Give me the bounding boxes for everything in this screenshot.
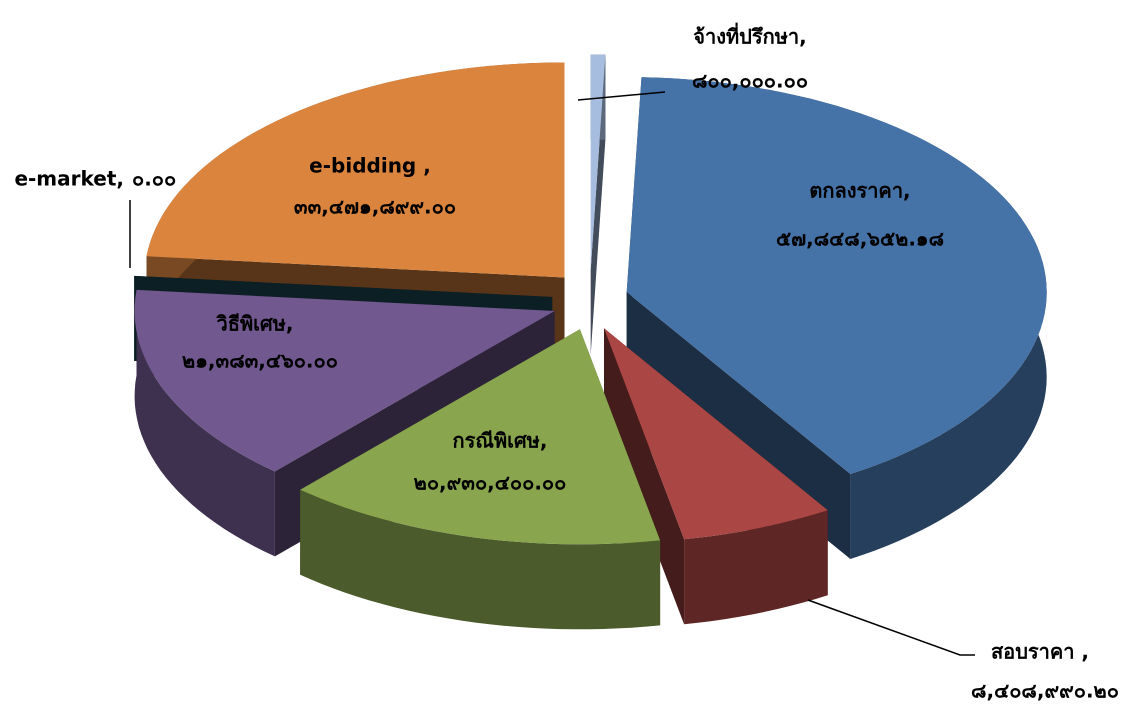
slice: [146, 62, 565, 278]
leader-line: [807, 599, 975, 656]
slice: [300, 329, 661, 545]
value-label: ๒๐,๙๓๐,๔๐๐.๐๐: [414, 471, 567, 495]
category-label: ตกลงราคา,: [809, 179, 910, 203]
slice-side: [300, 489, 661, 630]
value-label: ๓๓,๔๗๑,๘๙๙.๐๐: [294, 195, 456, 219]
slice-side: [134, 289, 275, 557]
value-label: ๐.๐๐: [132, 167, 176, 191]
category-label: สอบราคา ,: [991, 640, 1089, 664]
value-label: ๒๑,๓๘๓,๔๖๐.๐๐: [182, 349, 338, 373]
slice: [604, 328, 828, 540]
slice: [134, 289, 555, 472]
category-label: กรณีพิเศษ,: [453, 429, 548, 453]
leader-line: [577, 91, 666, 101]
value-label: ๕๗,๘๔๘,๖๕๒.๑๘: [776, 227, 944, 251]
slice-side: [684, 510, 828, 625]
slice-side: [604, 328, 685, 625]
category-label: วิธีพิเศษ,: [216, 312, 294, 336]
value-label: ๘,๔๐๘,๙๙๐.๒๐: [971, 679, 1119, 703]
slice: [590, 54, 606, 270]
category-label: e-bidding ,: [309, 154, 431, 178]
pie: [134, 54, 1047, 630]
slice: [626, 77, 1047, 474]
category-label: จ้างที่ปรึกษา,: [693, 22, 806, 49]
category-label: e-market,: [14, 167, 124, 191]
value-label: ๘๐๐,๐๐๐.๐๐: [692, 69, 808, 93]
